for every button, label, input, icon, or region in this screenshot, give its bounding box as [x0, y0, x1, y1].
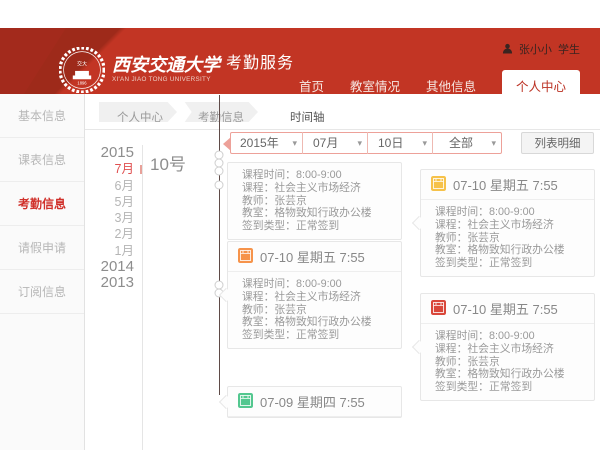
- svg-text:交大: 交大: [77, 60, 87, 67]
- svg-text:1896: 1896: [77, 81, 87, 86]
